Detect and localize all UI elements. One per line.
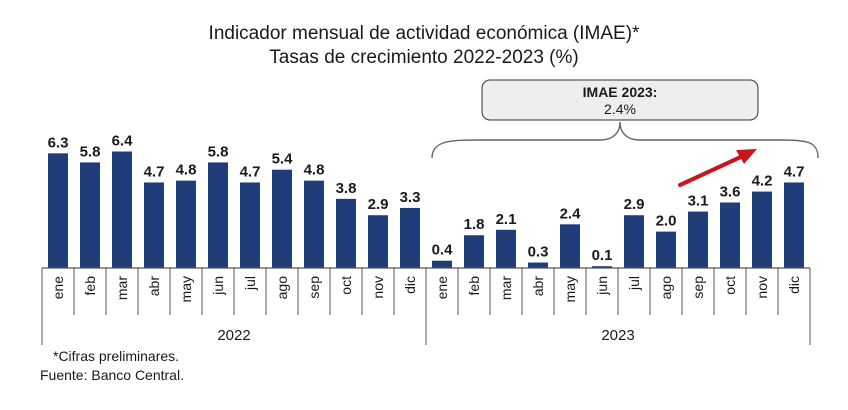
bar-2022-nov: [368, 215, 388, 268]
tick-label-2023-nov: nov: [754, 276, 770, 299]
year-brace: [431, 121, 819, 159]
data-label-2022-jun: 5.8: [208, 143, 229, 160]
tick-label-2022-sep: sep: [306, 276, 322, 299]
tick-label-2022-jun: jun: [210, 276, 226, 296]
tick-label-2023-feb: feb: [466, 276, 482, 296]
tick-label-2023-mar: mar: [498, 276, 514, 300]
data-label-2022-dic: 3.3: [400, 189, 421, 206]
data-label-2023-ene: 0.4: [432, 242, 454, 259]
bar-2023-sep: [688, 211, 708, 268]
data-label-2022-abr: 4.7: [144, 163, 165, 180]
bar-2023-ene: [432, 260, 452, 268]
bar-2023-dic: [784, 182, 804, 268]
tick-label-2022-nov: nov: [370, 276, 386, 299]
bar-2022-jul: [240, 182, 260, 268]
bar-2022-sep: [304, 180, 324, 268]
data-label-2022-sep: 4.8: [304, 162, 325, 179]
data-label-2023-jun: 0.1: [592, 247, 613, 264]
bar-2022-jun: [208, 162, 228, 268]
tick-label-2022-mar: mar: [114, 276, 130, 300]
data-label-2022-nov: 2.9: [368, 196, 389, 213]
tick-label-2023-abr: abr: [530, 276, 546, 297]
trend-arrowhead: [736, 149, 757, 164]
chart-subtitle: Tasas de crecimiento 2022-2023 (%): [269, 47, 579, 68]
callout-box: [481, 79, 759, 121]
bar-2022-mar: [112, 151, 132, 268]
data-label-2022-jul: 4.7: [240, 163, 261, 180]
data-label-2023-may: 2.4: [560, 205, 582, 222]
callout-line2: 2.4%: [604, 101, 636, 117]
year-label-2023: 2023: [601, 327, 634, 344]
tick-label-2023-jul: jul: [626, 276, 642, 291]
bar-2022-abr: [144, 182, 164, 268]
tick-label-2023-jun: jun: [594, 276, 610, 296]
tick-label-2023-ago: ago: [658, 276, 674, 300]
data-label-2022-oct: 3.8: [336, 180, 357, 197]
tick-label-2022-oct: oct: [338, 276, 354, 295]
data-label-2023-abr: 0.3: [528, 244, 549, 261]
bar-2023-jun: [592, 266, 612, 268]
data-label-2022-may: 4.8: [176, 162, 197, 179]
bar-2023-may: [560, 224, 580, 268]
tick-label-2023-ene: ene: [434, 276, 450, 300]
footnote-source: Fuente: Banco Central.: [40, 367, 184, 383]
tick-label-2023-may: may: [562, 276, 578, 302]
data-label-2023-feb: 1.8: [464, 216, 485, 233]
tick-label-2022-jul: jul: [242, 276, 258, 291]
callout-line1: IMAE 2023:: [583, 84, 658, 100]
data-label-2022-feb: 5.8: [80, 143, 101, 160]
data-label-2023-sep: 3.1: [688, 193, 709, 210]
bar-2023-abr: [528, 262, 548, 268]
tick-label-2022-ago: ago: [274, 276, 290, 300]
bar-2023-feb: [464, 235, 484, 268]
chart-title: Indicador mensual de actividad económica…: [208, 23, 640, 44]
data-label-2022-ene: 6.3: [48, 134, 69, 151]
tick-label-2023-oct: oct: [722, 276, 738, 295]
tick-label-2023-sep: sep: [690, 276, 706, 299]
bar-2022-dic: [400, 207, 420, 268]
data-label-2022-ago: 5.4: [272, 151, 294, 168]
data-label-2023-mar: 2.1: [496, 211, 517, 228]
tick-label-2023-dic: dic: [786, 276, 802, 294]
bar-2022-ene: [48, 153, 68, 268]
data-label-2023-oct: 3.6: [720, 183, 741, 200]
bar-2023-mar: [496, 229, 516, 268]
bar-2022-oct: [336, 198, 356, 268]
tick-label-2022-ene: ene: [50, 276, 66, 300]
year-label-2022: 2022: [217, 327, 250, 344]
data-label-2023-nov: 4.2: [752, 173, 773, 190]
bar-2022-ago: [272, 169, 292, 268]
tick-label-2022-feb: feb: [82, 276, 98, 296]
tick-label-2022-abr: abr: [146, 276, 162, 297]
data-label-2023-jul: 2.9: [624, 196, 645, 213]
trend-arrow: [678, 153, 747, 187]
bar-2023-ago: [656, 231, 676, 268]
footnote-preliminary: *Cifras preliminares.: [53, 348, 180, 364]
tick-label-2022-dic: dic: [402, 276, 418, 294]
tick-label-2022-may: may: [178, 276, 194, 302]
bar-2022-feb: [80, 162, 100, 268]
bar-2022-may: [176, 180, 196, 268]
bar-2023-jul: [624, 215, 644, 268]
data-label-2023-dic: 4.7: [784, 163, 805, 180]
bar-2023-nov: [752, 191, 772, 268]
bar-2023-oct: [720, 202, 740, 268]
data-label-2022-mar: 6.4: [112, 133, 134, 150]
data-label-2023-ago: 2.0: [656, 213, 677, 230]
